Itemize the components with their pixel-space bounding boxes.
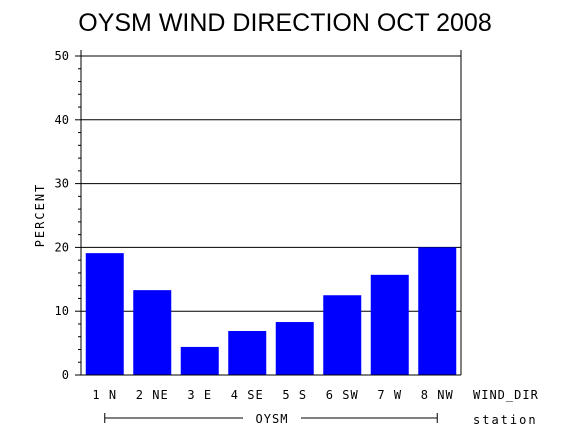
bar — [275, 322, 314, 375]
grid-lines — [81, 55, 461, 312]
x-category-label: 6 SW — [326, 388, 359, 402]
bars — [85, 247, 457, 375]
station-bracket: OYSM — [104, 412, 438, 426]
y-tick-labels: 0 10 20 30 40 50 — [55, 49, 69, 382]
x-category-label: 8 NW — [421, 388, 454, 402]
y-axis-label: PERCENT — [33, 183, 47, 248]
y-tick-label: 30 — [55, 177, 69, 191]
station-group-label: OYSM — [256, 412, 289, 426]
bar — [85, 253, 124, 375]
x-category-label: 2 NE — [136, 388, 169, 402]
x-axis-label: WIND_DIR — [473, 388, 539, 402]
x-category-label: 3 E — [187, 388, 212, 402]
x-category-label: 4 SE — [231, 388, 264, 402]
bar — [323, 295, 362, 375]
chart-title: OYSM WIND DIRECTION OCT 2008 — [78, 9, 492, 37]
y-tick-label: 40 — [55, 113, 69, 127]
station-axis-label: station — [473, 413, 538, 427]
bar — [228, 330, 267, 375]
bar — [418, 247, 457, 375]
y-tick-label: 0 — [62, 368, 69, 382]
y-tick-label: 10 — [55, 304, 69, 318]
x-category-labels: 1 N 2 NE 3 E 4 SE 5 S 6 SW 7 W 8 NW — [92, 388, 454, 402]
bar — [370, 274, 409, 375]
bar — [180, 346, 219, 375]
y-tick-label: 20 — [55, 240, 69, 254]
y-tick-label: 50 — [55, 49, 69, 63]
x-category-label: 7 W — [377, 388, 402, 402]
axes — [75, 50, 462, 376]
x-category-label: 5 S — [282, 388, 307, 402]
x-category-label: 1 N — [92, 388, 117, 402]
bar — [133, 290, 172, 375]
